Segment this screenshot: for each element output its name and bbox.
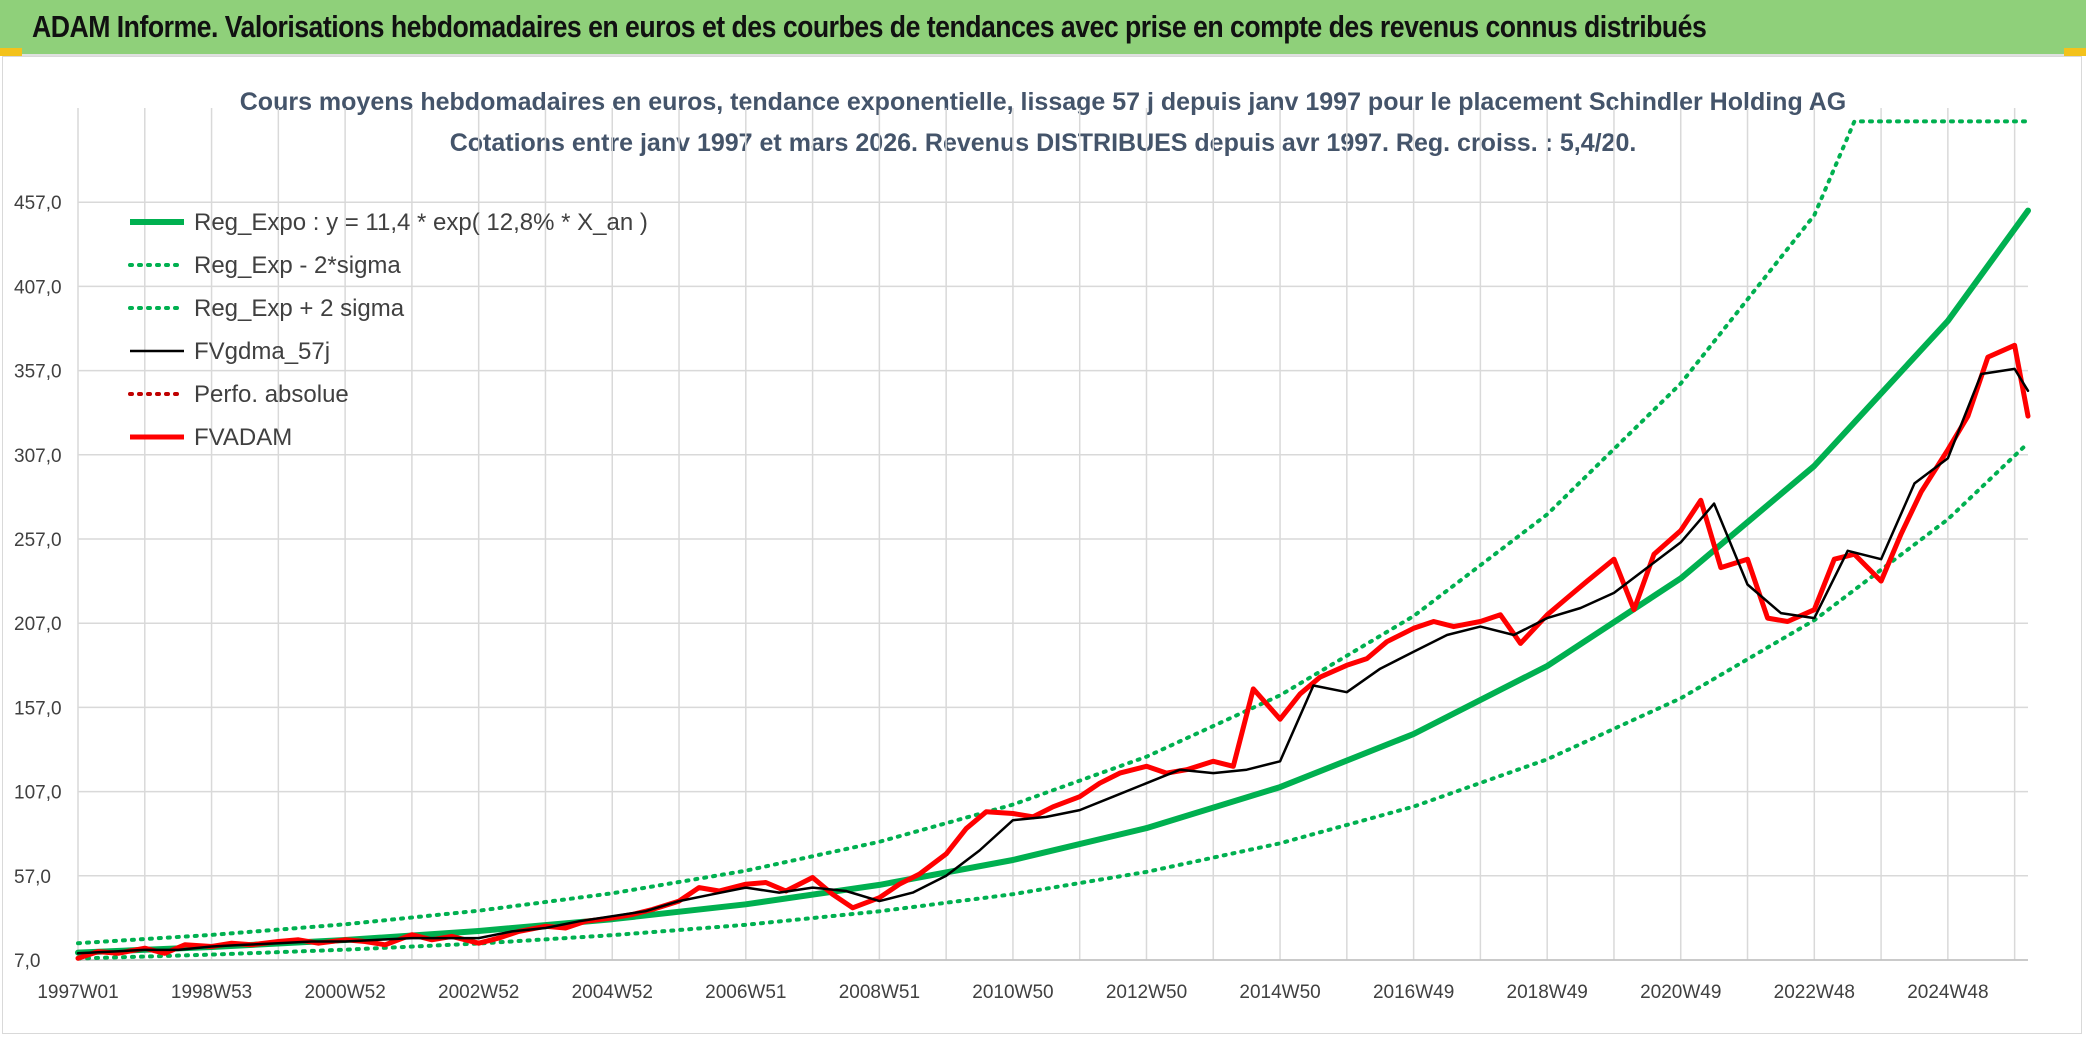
series-line-1 [76, 441, 2030, 961]
x-tick-label: 2020W49 [1640, 982, 1721, 1003]
x-tick-label: 2000W52 [304, 982, 385, 1003]
y-tick-label: 57,0 [14, 867, 51, 888]
series-line-5 [75, 342, 2031, 961]
x-tick-label: 2008W51 [839, 982, 920, 1003]
x-tick-label: 2014W50 [1239, 982, 1320, 1003]
series-line-2 [76, 119, 2030, 946]
x-tick-label: 1998W53 [171, 982, 252, 1003]
y-axis-ticks: 7,0 57,0 107,0 157,0 207,0 257,0 307,0 357,0 407… [14, 193, 62, 972]
y-tick-label: 7,0 [14, 951, 40, 972]
chart-title-line2: Cotations entre janv 1997 et mars 2026. … [450, 129, 1637, 157]
x-tick-label: 2006W51 [705, 982, 786, 1003]
x-tick-label: 2024W48 [1907, 982, 1988, 1003]
y-tick-label: 157,0 [14, 698, 62, 719]
y-tick-label: 307,0 [14, 446, 62, 467]
x-tick-label: 2004W52 [572, 982, 653, 1003]
legend-label: Reg_Exp + 2 sigma [194, 295, 405, 322]
y-tick-label: 207,0 [14, 614, 62, 635]
x-tick-label: 2012W50 [1106, 982, 1187, 1003]
y-tick-label: 257,0 [14, 530, 62, 551]
y-tick-label: 107,0 [14, 783, 62, 804]
x-tick-label: 2010W50 [972, 982, 1053, 1003]
series-line-3 [76, 367, 2030, 955]
x-tick-label: 2018W49 [1507, 982, 1588, 1003]
banner-corner-right [2064, 48, 2086, 56]
chart-frame [2, 56, 2082, 1034]
chart-series [75, 119, 2031, 961]
legend-label: FVADAM [194, 424, 292, 451]
chart-legend: Reg_Expo : y = 11,4 * exp( 12,8% * X_an … [128, 209, 648, 451]
x-axis-ticks: 1997W01 1998W53 2000W52 2002W52 2004W52 2006W… [37, 982, 1988, 1003]
y-tick-label: 407,0 [14, 277, 62, 298]
y-tick-label: 457,0 [14, 193, 62, 214]
legend-label: Reg_Exp - 2*sigma [194, 252, 401, 279]
legend-label: FVgdma_57j [194, 338, 330, 365]
legend-label: Perfo. absolue [194, 381, 349, 408]
x-tick-label: 2016W49 [1373, 982, 1454, 1003]
legend-label: Reg_Expo : y = 11,4 * exp( 12,8% * X_an … [194, 209, 648, 236]
chart-title-line1: Cours moyens hebdomadaires en euros, ten… [240, 88, 1846, 116]
x-tick-label: 1997W01 [37, 982, 118, 1003]
y-tick-label: 357,0 [14, 362, 62, 383]
banner-corner-left [0, 48, 22, 56]
report-title: ADAM Informe. Valorisations hebdomadaire… [32, 9, 1707, 44]
x-tick-label: 2022W48 [1774, 982, 1855, 1003]
report-banner: ADAM Informe. Valorisations hebdomadaire… [0, 0, 2086, 56]
x-tick-label: 2002W52 [438, 982, 519, 1003]
chart-grid [77, 108, 2028, 961]
